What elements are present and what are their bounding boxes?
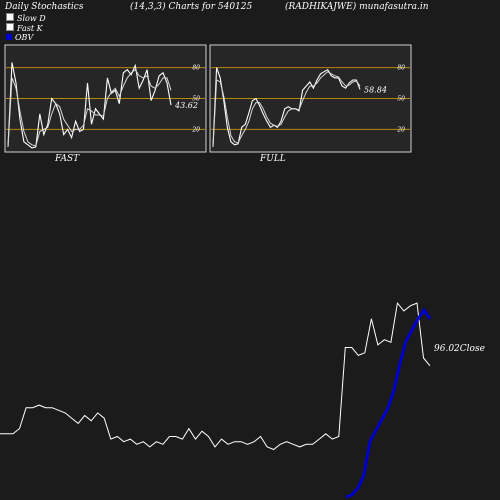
fast-ytick-label-80: 80 (192, 65, 200, 72)
chart-title: Daily Stochastics (5, 2, 84, 12)
legend-item-fast-k: Fast K (6, 23, 43, 33)
full-series-slow-d (212, 71, 361, 147)
full-panel-label: FULL (260, 154, 286, 164)
legend-swatch-slow-d (6, 13, 14, 21)
close-value-label: 96.02Close (434, 344, 485, 354)
legend-item-slow-d: Slow D (6, 13, 46, 23)
legend-item-obv: OBV (6, 33, 33, 42)
full-ytick-label-80: 80 (397, 65, 405, 72)
fast-last-value-label: 43.62 (174, 101, 198, 110)
legend-swatch-fast-k (6, 23, 14, 31)
fast-ytick-label-20: 20 (191, 126, 200, 133)
fast-series-slow-d (7, 68, 172, 147)
full-ytick-label-20: 20 (396, 126, 405, 133)
full-last-value-label: 58.84 (364, 85, 387, 94)
fast-series-fast-k (7, 62, 172, 149)
chart-params: (14,3,3) Charts for 540125 (130, 2, 253, 12)
legend-label-slow-d: Slow D (17, 14, 46, 23)
legend-label-obv: OBV (15, 33, 34, 42)
fast-panel-label: FAST (55, 154, 80, 164)
obv-line (345, 307, 432, 499)
full-series-fast-k (212, 67, 361, 147)
fast-ytick-label-50: 50 (192, 96, 200, 103)
legend-swatch-obv (6, 34, 12, 40)
full-ytick-label-50: 50 (397, 96, 405, 103)
legend-label-fast-k: Fast K (17, 24, 43, 33)
chart-symbol: (RADHIKAJWE) munafasutra.in (285, 2, 429, 12)
close-price-line (0, 301, 431, 451)
